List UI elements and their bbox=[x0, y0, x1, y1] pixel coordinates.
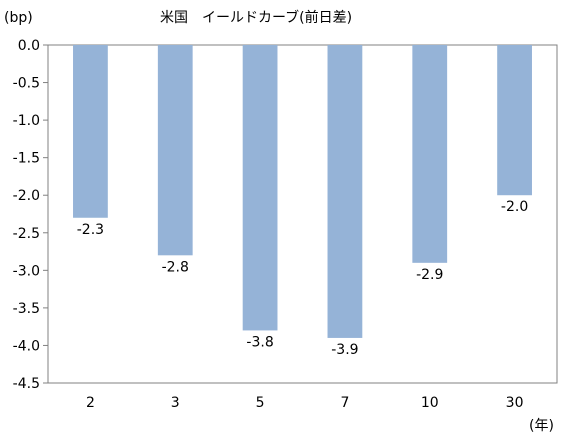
data-label-3: -2.8 bbox=[162, 259, 189, 275]
y-axis-unit-label: (bp) bbox=[4, 10, 33, 26]
y-tick-label: -3.0 bbox=[13, 263, 40, 279]
bar-2 bbox=[73, 45, 108, 218]
bar-7 bbox=[327, 45, 363, 338]
y-tick-label: -0.5 bbox=[13, 76, 40, 92]
data-label-30: -2.0 bbox=[501, 199, 528, 215]
y-tick-label: -1.5 bbox=[13, 151, 40, 167]
chart-title: 米国 イールドカーブ(前日差) bbox=[160, 9, 352, 26]
bar-10 bbox=[412, 45, 448, 263]
data-label-2: -2.3 bbox=[77, 222, 104, 238]
data-label-7: -3.9 bbox=[331, 342, 358, 358]
x-tick-label-2: 2 bbox=[86, 395, 95, 411]
bar-5 bbox=[242, 45, 278, 331]
y-tick-label: -3.5 bbox=[13, 301, 40, 317]
y-tick-label: -2.5 bbox=[13, 226, 40, 242]
data-label-5: -3.8 bbox=[246, 334, 273, 350]
x-tick-label-7: 7 bbox=[340, 395, 349, 411]
data-label-10: -2.9 bbox=[416, 267, 443, 283]
bar-3 bbox=[157, 45, 193, 256]
x-tick-label-30: 30 bbox=[506, 395, 524, 411]
y-tick-label: -4.0 bbox=[13, 338, 40, 354]
y-tick-label: -1.0 bbox=[13, 113, 40, 129]
bar-30 bbox=[497, 45, 532, 196]
x-axis-unit-label: (年) bbox=[529, 418, 554, 434]
plot-area: 0.0 -0.5 -1.0 -1.5 -2.0 -2.5 -3.0 -3.5 -4.0 -4.5 -… bbox=[13, 38, 558, 411]
x-tick-label-10: 10 bbox=[421, 395, 439, 411]
x-tick-label-5: 5 bbox=[256, 395, 265, 411]
x-tick-label-3: 3 bbox=[171, 395, 180, 411]
y-tick-label: -4.5 bbox=[13, 376, 40, 392]
y-tick-label: -2.0 bbox=[13, 188, 40, 204]
y-tick-label: 0.0 bbox=[18, 38, 40, 54]
plot-border bbox=[47, 44, 558, 384]
